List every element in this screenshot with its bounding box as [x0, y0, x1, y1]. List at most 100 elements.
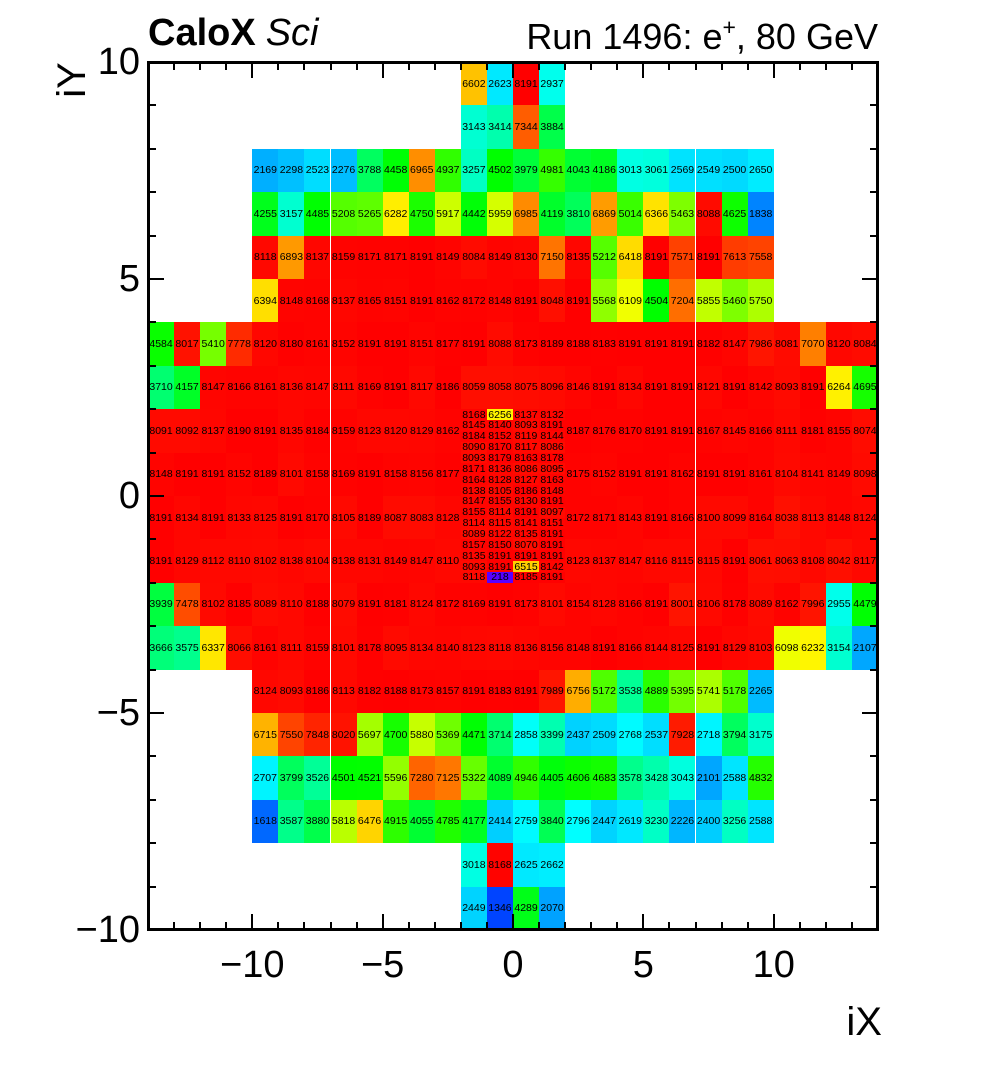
heatmap-cell: 8171 [460, 463, 487, 475]
cell-value: 4485 [305, 207, 330, 220]
cell-value: 2718 [696, 728, 721, 741]
heatmap-cell: 3810 [565, 192, 592, 236]
heatmap-cell: 8171 [382, 235, 409, 279]
heatmap-cell: 8191 [695, 452, 722, 496]
cell-value: 3257 [462, 164, 486, 177]
cell-value: 4177 [462, 815, 486, 828]
cell-value: 8161 [253, 381, 277, 394]
heatmap-cell: 6418 [617, 235, 644, 279]
heatmap-cell: 8111 [330, 365, 357, 410]
heatmap-cell: 4946 [513, 756, 540, 800]
cell-value: 8133 [227, 511, 251, 524]
cell-value: 8138 [462, 484, 486, 497]
cell-value: 8191 [540, 527, 564, 540]
cell-value: 8162 [775, 598, 799, 611]
heatmap-cell: 4055 [408, 799, 435, 844]
cell-value: 2569 [670, 164, 695, 177]
cell-value: 8101 [331, 641, 356, 654]
heatmap-cell: 4683 [591, 756, 618, 800]
cell-value: 8191 [462, 337, 486, 350]
heatmap-cell: 5596 [382, 756, 409, 800]
heatmap-cell: 8191 [356, 582, 383, 627]
cell-value: 8096 [540, 381, 564, 394]
cell-value: 4695 [853, 381, 877, 394]
cell-value: 8079 [331, 598, 356, 611]
heatmap-cell: 5697 [356, 713, 383, 757]
cell-value: 8168 [488, 858, 512, 871]
heatmap-cell: 5880 [408, 713, 435, 757]
heatmap-cell: 7125 [434, 756, 461, 800]
cell-value: 8191 [644, 598, 669, 611]
heatmap-cell: 8149 [434, 235, 461, 279]
cell-value: 8136 [279, 381, 304, 394]
heatmap-cell: 8186 [434, 365, 461, 410]
heatmap-cell: 2623 [486, 62, 513, 106]
heatmap-cell: 3257 [460, 148, 487, 193]
cell-value: 5741 [696, 685, 721, 698]
heatmap-cell: 6394 [252, 279, 279, 323]
heatmap-cell: 8148 [278, 279, 305, 323]
heatmap-cell: 7280 [408, 756, 435, 800]
heatmap-cell: 4625 [721, 192, 748, 236]
x-tick-label: 5 [632, 944, 654, 986]
heatmap-cell: 8124 [408, 582, 435, 627]
heatmap-cell: 8166 [747, 409, 774, 453]
heatmap-cell: 8186 [304, 669, 331, 713]
cell-value: 8148 [827, 511, 851, 524]
cell-value: 7204 [670, 294, 695, 307]
cell-value: 8134 [175, 511, 199, 524]
heatmap-cell: 8191 [539, 496, 566, 507]
heatmap-cell: 8152 [591, 452, 618, 496]
cell-value: 2298 [279, 164, 304, 177]
heatmap-cell: 6264 [825, 365, 852, 410]
cell-value: 8161 [305, 337, 330, 350]
heatmap-cell: 8095 [539, 463, 566, 475]
heatmap-cell: 8093 [278, 669, 305, 713]
heatmap-cell: 3710 [148, 365, 175, 410]
heatmap-cell: 8115 [486, 517, 513, 529]
cell-value: 8191 [670, 424, 695, 437]
heatmap-cell: 4043 [565, 148, 592, 193]
heatmap-cell: 8191 [356, 322, 383, 366]
cell-value: 7478 [175, 598, 199, 611]
cell-value: 8118 [488, 641, 512, 654]
heatmap-cell: 8128 [434, 496, 461, 540]
cell-value: 8110 [436, 554, 460, 567]
cell-value: 8135 [566, 251, 590, 264]
cell-value: 8177 [436, 468, 460, 481]
cell-value: 8117 [853, 554, 877, 567]
heatmap-cell: 8106 [695, 582, 722, 627]
heatmap-cell: 5460 [721, 279, 748, 323]
cell-value: 7280 [410, 771, 434, 784]
heatmap-cell: 3428 [643, 756, 670, 800]
y-tick-label: 5 [118, 258, 140, 300]
heatmap-cell: 8183 [591, 322, 618, 366]
cell-value: 4584 [149, 337, 173, 350]
cell-value: 8168 [305, 294, 330, 307]
cell-value: 8137 [514, 408, 538, 421]
heatmap-cell: 8191 [643, 322, 670, 366]
heatmap-cell: 8138 [278, 539, 305, 583]
heatmap-cell: 8189 [539, 322, 566, 366]
heatmap-cell: 8191 [408, 235, 435, 279]
cell-value: 8183 [592, 337, 616, 350]
cell-value: 8020 [331, 728, 356, 741]
heatmap-cell: 8128 [486, 474, 513, 486]
cell-value: 8163 [540, 473, 564, 486]
heatmap-cell: 8191 [513, 62, 540, 106]
cell-value: 4089 [488, 771, 512, 784]
cell-value: 8136 [488, 462, 512, 475]
cell-value: 4915 [383, 815, 408, 828]
cell-value: 8188 [383, 685, 408, 698]
cell-value: 3061 [644, 164, 669, 177]
cell-value: 8135 [279, 424, 304, 437]
cell-value: 8191 [514, 294, 538, 307]
cell-value: 8138 [279, 554, 304, 567]
heatmap-cell: 8191 [669, 409, 696, 453]
heatmap-cell: 8161 [252, 626, 279, 670]
heatmap-cell: 2265 [747, 669, 774, 713]
heatmap-cell: 3230 [643, 799, 670, 844]
heatmap-cell: 8001 [669, 582, 696, 627]
cell-value: 8191 [696, 641, 721, 654]
cell-value: 8150 [488, 538, 512, 551]
